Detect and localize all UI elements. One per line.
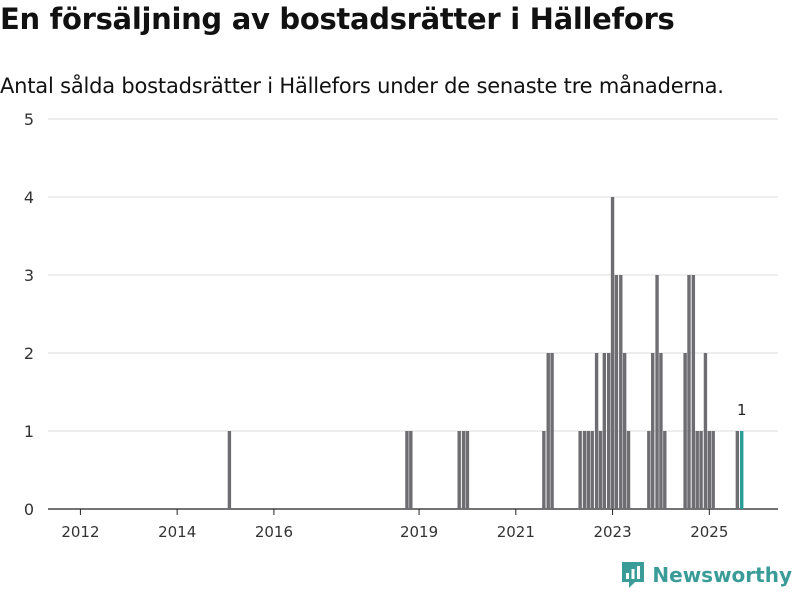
- bar: [659, 353, 663, 509]
- bar: [594, 353, 599, 509]
- bar: [461, 431, 466, 509]
- bar: [598, 431, 603, 509]
- bar: [606, 353, 611, 509]
- x-tick-label: 2021: [497, 523, 535, 541]
- bar: [663, 431, 667, 509]
- bar-highlight: [740, 431, 744, 509]
- bar: [626, 431, 631, 509]
- brand-name: Newsworthy: [652, 563, 792, 587]
- data-label: 1: [737, 401, 747, 419]
- bar: [582, 431, 587, 509]
- bar: [586, 431, 591, 509]
- bar: [550, 353, 554, 509]
- bar: [711, 431, 715, 509]
- bar: [546, 353, 550, 509]
- x-tick-label: 2012: [61, 523, 99, 541]
- y-tick-label: 4: [24, 188, 34, 207]
- bar: [735, 431, 740, 509]
- y-tick-label: 3: [24, 266, 34, 285]
- bar: [602, 353, 607, 509]
- bar: [695, 431, 699, 509]
- y-tick-label: 5: [24, 110, 34, 129]
- bar: [707, 431, 712, 509]
- bar: [703, 353, 708, 509]
- newsworthy-logo[interactable]: Newsworthy: [620, 560, 792, 590]
- bar: [457, 431, 461, 509]
- bar: [622, 353, 627, 509]
- chart-subtitle: Antal sålda bostadsrätter i Hällefors un…: [0, 74, 724, 98]
- y-tick-label: 0: [24, 500, 34, 519]
- bar: [651, 353, 655, 509]
- x-tick-label: 2016: [255, 523, 293, 541]
- chart-title: En försäljning av bostadsrätter i Hällef…: [0, 2, 675, 36]
- bar: [405, 431, 409, 509]
- y-tick-label: 1: [24, 422, 34, 441]
- bar: [610, 197, 615, 509]
- bar: [590, 431, 594, 509]
- x-tick-label: 2014: [158, 523, 196, 541]
- bar: [227, 431, 232, 509]
- newsworthy-logo-icon: [622, 562, 645, 588]
- bar: [465, 431, 470, 509]
- bar: [409, 431, 413, 509]
- bar: [683, 353, 687, 509]
- bar: [578, 431, 582, 509]
- bar: [699, 431, 703, 509]
- x-tick-label: 2023: [593, 523, 631, 541]
- x-tick-label: 2025: [690, 523, 728, 541]
- bar: [647, 431, 651, 509]
- x-tick-label: 2019: [400, 523, 438, 541]
- bar: [542, 431, 546, 509]
- bar: [619, 275, 623, 509]
- bar: [655, 275, 659, 509]
- bar: [691, 275, 696, 509]
- y-tick-label: 2: [24, 344, 34, 363]
- bar: [614, 275, 619, 509]
- bar: [687, 275, 691, 509]
